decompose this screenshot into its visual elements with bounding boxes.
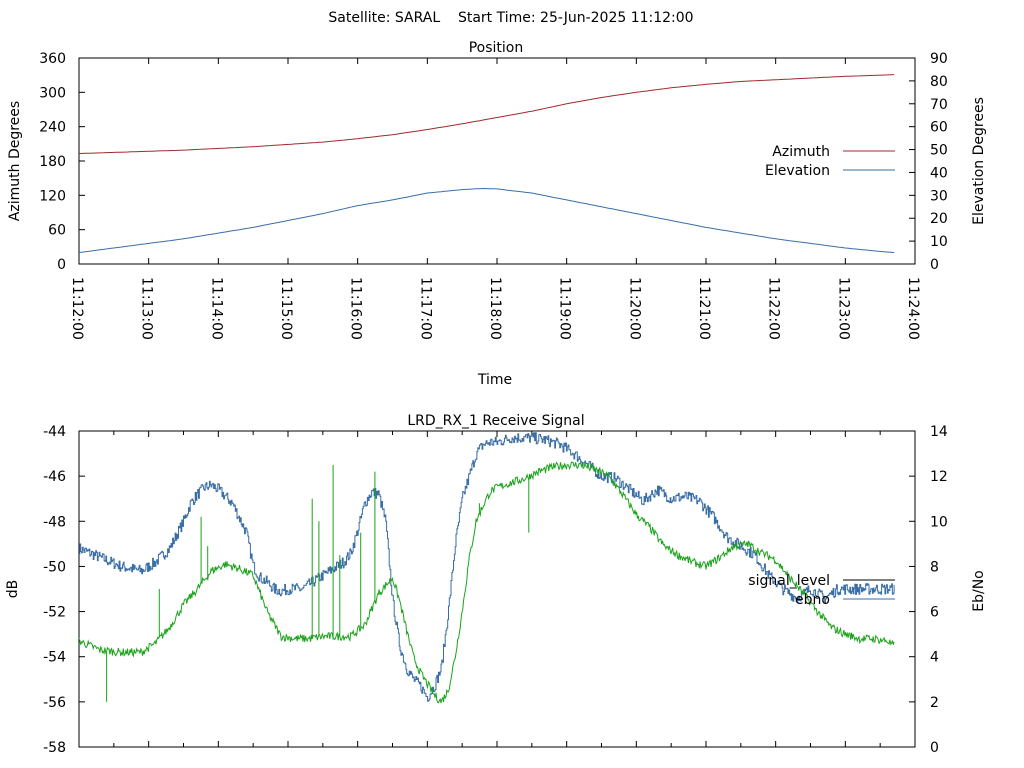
position-y2-tick-label: 50 bbox=[930, 143, 948, 159]
signal-y-tick-label: -46 bbox=[43, 469, 66, 485]
position-y2-tick-label: 30 bbox=[930, 188, 948, 204]
position-ticks: 0 60 120 180 240 300 360 0 10 20 30 40 50 60 70 80 90 11:… bbox=[39, 51, 948, 340]
position-x-tick-label: 11:15:00 bbox=[278, 277, 294, 340]
position-y-tick-label: 300 bbox=[39, 85, 66, 101]
position-y2-axis-label: Elevation Degrees bbox=[971, 97, 987, 225]
position-x-tick-label: 11:21:00 bbox=[696, 277, 712, 340]
position-y2-tick-label: 60 bbox=[930, 120, 948, 136]
signal-y-tick-label: -50 bbox=[43, 559, 66, 575]
signal-y2-tick-label: 6 bbox=[930, 605, 939, 621]
position-chart-title: Position bbox=[469, 40, 524, 56]
position-x-tick-label: 11:14:00 bbox=[208, 277, 224, 340]
position-x-tick-label: 11:19:00 bbox=[557, 277, 573, 340]
position-x-tick-label: 11:13:00 bbox=[139, 277, 155, 340]
position-y-tick-label: 0 bbox=[57, 257, 66, 273]
position-y-tick-label: 180 bbox=[39, 154, 66, 170]
signal-y2-tick-label: 2 bbox=[930, 695, 939, 711]
series-line-ebno bbox=[78, 461, 895, 704]
signal-y2-tick-label: 8 bbox=[930, 559, 939, 575]
signal-y2-tick-label: 0 bbox=[930, 740, 939, 756]
figure-title: Satellite: SARAL Start Time: 25-Jun-2025… bbox=[328, 10, 693, 26]
signal-legend: signal_level ebno bbox=[748, 573, 895, 608]
position-y2-tick-label: 80 bbox=[930, 74, 948, 90]
position-x-tick-label: 11:18:00 bbox=[487, 277, 503, 340]
position-x-tick-label: 11:16:00 bbox=[348, 277, 364, 340]
signal-y-tick-label: -44 bbox=[43, 424, 66, 440]
receive-signal-chart-title: LRD_RX_1 Receive Signal bbox=[407, 413, 584, 429]
signal-plot-frame bbox=[78, 430, 916, 748]
legend-azimuth-label: Azimuth bbox=[772, 144, 830, 160]
position-x-axis-label: Time bbox=[477, 372, 512, 388]
series-line-azimuth bbox=[78, 74, 895, 155]
signal-y2-tick-label: 12 bbox=[930, 469, 948, 485]
signal-ticks: -44 -46 -48 -50 -52 -54 -56 -58 0 2 4 6 8 10 12 14 bbox=[43, 424, 948, 756]
position-legend: Azimuth Elevation bbox=[765, 144, 895, 179]
legend-signal-level-label: signal_level bbox=[748, 573, 830, 589]
signal-y-tick-label: -56 bbox=[43, 695, 66, 711]
position-plot-frame bbox=[78, 57, 916, 265]
position-x-tick-label: 11:17:00 bbox=[417, 277, 433, 340]
position-x-tick-label: 11:23:00 bbox=[835, 277, 851, 340]
position-y2-tick-label: 20 bbox=[930, 211, 948, 227]
position-chart: Position 0 60 120 180 240 300 360 0 10 20 30 40 50 60… bbox=[7, 40, 987, 388]
receive-signal-chart: LRD_RX_1 Receive Signal -44-46-48-50-52-… bbox=[5, 413, 987, 756]
position-y-tick-label: 240 bbox=[39, 120, 66, 136]
signal-y2-tick-label: 14 bbox=[930, 424, 948, 440]
position-y2-tick-label: 10 bbox=[930, 234, 948, 250]
legend-elevation-label: Elevation bbox=[765, 163, 830, 179]
signal-y-axis-label: dB bbox=[5, 580, 21, 599]
signal-y2-tick-label: 10 bbox=[930, 514, 948, 530]
signal-y2-tick-label: 4 bbox=[930, 650, 939, 666]
position-y-tick-label: 120 bbox=[39, 188, 66, 204]
position-x-tick-label: 11:22:00 bbox=[766, 277, 782, 340]
signal-y-tick-label: -52 bbox=[43, 605, 66, 621]
position-y-tick-label: 360 bbox=[39, 51, 66, 67]
position-y2-tick-label: 70 bbox=[930, 97, 948, 113]
position-x-tick-label: 11:12:00 bbox=[69, 277, 85, 340]
signal-y-tick-label: -54 bbox=[43, 650, 66, 666]
position-y-tick-label: 60 bbox=[48, 223, 66, 239]
position-y-axis-label: Azimuth Degrees bbox=[7, 101, 23, 221]
position-x-tick-label: 11:24:00 bbox=[905, 277, 921, 340]
position-x-tick-label: 11:20:00 bbox=[626, 277, 642, 340]
position-y2-tick-label: 0 bbox=[930, 257, 939, 273]
signal-series bbox=[78, 432, 895, 704]
series-line-signal-level bbox=[79, 432, 895, 702]
signal-y2-axis-label: Eb/No bbox=[971, 570, 987, 612]
position-series bbox=[78, 74, 895, 254]
position-y2-tick-label: 90 bbox=[930, 51, 948, 67]
position-y2-tick-label: 40 bbox=[930, 165, 948, 181]
signal-y-tick-label: -48 bbox=[43, 514, 66, 530]
signal-y-tick-label: -58 bbox=[43, 740, 66, 756]
series-line-elevation bbox=[78, 187, 895, 254]
legend-ebno-label: ebno bbox=[795, 592, 830, 608]
